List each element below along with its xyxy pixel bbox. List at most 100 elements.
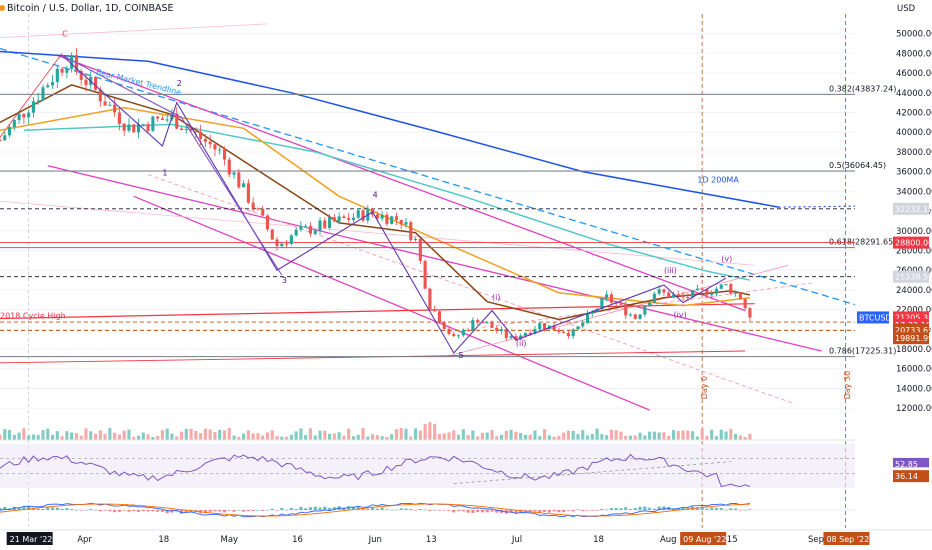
macd-histogram-bar	[113, 510, 117, 513]
macd-histogram-bar	[46, 507, 50, 510]
volume-bar	[156, 436, 160, 440]
volume-bar	[695, 436, 699, 440]
macd-histogram-bar	[289, 508, 293, 510]
volume-bar	[275, 436, 279, 440]
candle-body	[456, 335, 461, 337]
price-tag-label: 36.14	[895, 472, 918, 481]
price-tick-label: 46000.00	[896, 69, 932, 79]
macd-histogram-bar	[509, 510, 513, 513]
macd-histogram-bar	[490, 510, 494, 512]
volume-bar	[624, 435, 628, 440]
volume-bar	[199, 433, 203, 440]
macd-histogram-bar	[50, 507, 55, 510]
price-tag-box	[857, 311, 889, 324]
candle-body	[213, 144, 217, 150]
volume-bar	[676, 431, 680, 440]
macd-histogram-bar	[695, 507, 699, 510]
macd-histogram-bar	[31, 507, 35, 510]
candle-body	[270, 229, 274, 240]
candle-body	[208, 141, 212, 145]
rsi-pane	[0, 444, 855, 488]
macd-histogram-bar	[724, 509, 728, 511]
chart-title: Bitcoin / U.S. Dollar, 1D, COINBASE	[7, 3, 174, 14]
candle-body	[70, 55, 74, 69]
macd-histogram-bar	[179, 510, 184, 514]
time-axis[interactable]: Apr 18 May 16 Jun 13 Jul 18 Aug 15 Sep 21 Mar '22 09…	[0, 529, 932, 545]
volume-bar	[8, 429, 12, 440]
volume-bar	[657, 432, 661, 440]
time-tick-label: 15	[727, 535, 738, 545]
macd-histogram-bar	[265, 509, 270, 511]
macd-histogram-bar	[74, 509, 78, 511]
candle-body	[65, 68, 69, 73]
macd-histogram-bar	[700, 507, 704, 510]
candle-body	[729, 284, 733, 294]
volume-bar	[41, 430, 45, 440]
volume-bar	[375, 435, 379, 440]
volume-bar	[141, 432, 145, 440]
grid-layer	[0, 14, 855, 528]
volume-bar	[504, 430, 508, 440]
volume-bar	[160, 430, 164, 440]
macd-histogram-bar	[662, 506, 666, 510]
candle-body	[495, 327, 499, 331]
candle-body	[499, 329, 504, 331]
wave-label: 1D 200MA	[697, 175, 739, 184]
rsi-band	[0, 444, 855, 488]
time-tick-label: Aug	[660, 535, 677, 545]
time-highlight-box	[680, 532, 727, 545]
volume-bar	[710, 429, 714, 440]
macd-histogram-bar	[65, 508, 69, 510]
fib-level-label: 0.618(28291.65)	[829, 238, 896, 247]
macd-histogram-bar	[471, 510, 475, 513]
price-tick-label: 40000.00	[896, 128, 932, 138]
volume-bar	[31, 434, 35, 440]
candle-body	[643, 306, 647, 315]
volume-bar	[495, 436, 499, 440]
candle-body	[222, 149, 227, 160]
volume-bar	[218, 429, 222, 440]
volume-bar	[361, 428, 365, 440]
macd-histogram-bar	[461, 510, 465, 512]
price-tag-label: 52.85	[895, 460, 918, 469]
macd-histogram-bar	[146, 510, 150, 512]
candle-body	[748, 308, 752, 318]
macd-histogram-bar	[79, 510, 83, 511]
macd-histogram-bar	[404, 508, 408, 510]
volume-bar	[146, 434, 150, 440]
time-tick-label: Sep	[808, 535, 824, 545]
candle-body	[184, 128, 188, 131]
day-count-label: Day 30	[843, 371, 852, 400]
macd-histogram-bar	[595, 510, 599, 511]
macd-histogram-bar	[332, 507, 336, 510]
macd-histogram-bar	[117, 510, 121, 512]
volume-bar	[127, 429, 131, 440]
volume-bar	[136, 435, 141, 440]
candle-body	[705, 289, 709, 296]
macd-histogram-bar	[380, 507, 384, 510]
candle-body	[308, 226, 313, 234]
macd-histogram-bar	[628, 509, 633, 510]
candle-body	[194, 130, 198, 132]
volume-bar	[471, 430, 475, 440]
day-count-label: Day 0	[700, 376, 709, 399]
macd-histogram-bar	[227, 510, 231, 511]
macd-histogram-bar	[390, 509, 394, 511]
candle-body	[261, 208, 265, 216]
volume-bar	[17, 432, 21, 440]
price-tick-label: 36000.00	[896, 168, 932, 178]
candle-body	[218, 149, 222, 151]
candle-body	[571, 329, 575, 337]
volume-bar	[165, 428, 169, 440]
price-tag-box	[893, 504, 929, 516]
price-tick-label: 44000.00	[896, 89, 932, 99]
macd-histogram-bar	[485, 510, 489, 513]
volume-bar	[328, 433, 332, 440]
candle-body	[691, 290, 695, 298]
macd-histogram-bar	[3, 506, 7, 510]
macd-histogram-bar	[738, 510, 742, 511]
macd-histogram-bar	[600, 508, 604, 510]
macd-histogram-bar	[514, 510, 518, 514]
volume-bar	[414, 428, 418, 440]
candle-body	[156, 116, 160, 119]
